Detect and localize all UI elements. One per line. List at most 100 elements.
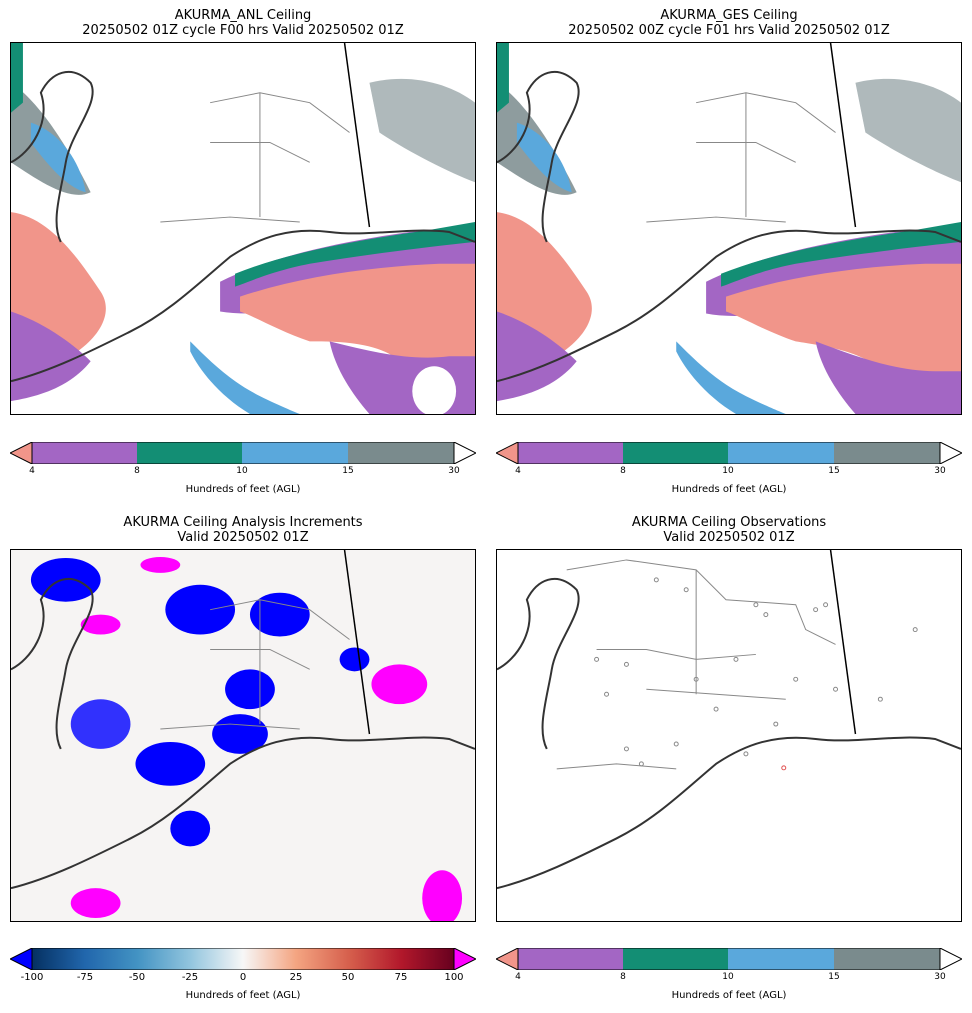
border-ak-canada: [343, 550, 371, 735]
colorbar-tick: 10: [236, 466, 248, 476]
border-ak-canada: [343, 43, 371, 228]
panel-title-ges: AKURMA_GES Ceiling 20250502 00Z cycle F0…: [496, 8, 962, 38]
ceiling-area-teal-gulf: [721, 222, 961, 287]
borough-lines: [646, 92, 836, 223]
colorbar-extend-over: [939, 948, 962, 970]
observation-stations: [594, 577, 918, 767]
ceiling-area-blue-coast: [190, 341, 300, 414]
ceiling-area-gray-top: [855, 78, 961, 183]
colorbar-observations: 4 8 10 15 30 Hundreds of feet (AGL): [496, 948, 962, 1008]
ceiling-area-teal-edge: [11, 43, 23, 113]
colorbar-tick: -50: [128, 972, 146, 983]
border-ak-canada: [829, 550, 857, 735]
colorbar-ges: 4 8 10 15 30 Hundreds of feet (AGL): [496, 442, 962, 502]
colorbar-tick: 25: [289, 972, 303, 983]
colorbar-tick: 8: [620, 972, 626, 982]
increment-patch-pos: [70, 888, 121, 919]
coastline-south: [497, 736, 961, 890]
increment-patch-neg: [170, 810, 211, 847]
colorbar-segment: [348, 442, 454, 464]
colorbar-segment: [623, 948, 728, 970]
panel-title-ges-line1: AKURMA_GES Ceiling: [660, 8, 798, 23]
colorbar-tick: 15: [342, 466, 354, 476]
ceiling-area-salmon-gulf: [240, 263, 475, 387]
colorbar-extend-over: [453, 948, 476, 970]
panel-title-inc: AKURMA Ceiling Analysis Increments Valid…: [10, 515, 476, 545]
increment-patch-neg: [249, 592, 310, 637]
observation-station-low: [781, 765, 787, 771]
colorbar-tick: 4: [29, 466, 35, 476]
increment-patch-pos: [80, 614, 121, 635]
coastline-west: [11, 71, 94, 243]
colorbar-tick: 30: [934, 972, 946, 982]
colorbar-tick: 100: [444, 972, 464, 983]
colorbar-segment: [834, 948, 940, 970]
ceiling-area-salmon-gulf: [726, 263, 961, 403]
coastline-west: [497, 71, 580, 243]
border-ak-canada: [829, 43, 857, 228]
colorbar-extend-over: [939, 442, 962, 464]
increment-patch-neg: [135, 741, 206, 786]
map-observations: [496, 549, 962, 922]
panel-title-anl-line1: AKURMA_ANL Ceiling: [174, 8, 312, 23]
colorbar-segment: [728, 948, 834, 970]
colorbar-segment: [728, 442, 834, 464]
ceiling-area-teal-gulf: [235, 222, 475, 287]
map-increments: [10, 549, 476, 922]
colorbar-segment: [834, 442, 940, 464]
colorbar-segment: [518, 948, 623, 970]
colorbar-segment: [518, 442, 623, 464]
colorbar-label: Hundreds of feet (AGL): [671, 990, 787, 1001]
colorbar-tick: 4: [515, 466, 521, 476]
colorbar-tick: 4: [515, 972, 521, 982]
increment-patch-neg: [165, 584, 236, 635]
colorbar-label: Hundreds of feet (AGL): [185, 484, 301, 495]
increment-patch-neg: [225, 669, 275, 710]
colorbar-tick: 8: [620, 466, 626, 476]
panel-title-obs: AKURMA Ceiling Observations Valid 202505…: [496, 515, 962, 545]
clear-sky-patch: [412, 366, 457, 414]
map-anl: [10, 42, 476, 415]
panel-title-anl-line2: 20250502 01Z cycle F00 hrs Valid 2025050…: [82, 23, 404, 38]
increment-patch-pos: [140, 556, 181, 573]
panel-title-obs-line1: AKURMA Ceiling Observations: [631, 515, 827, 530]
colorbar-gradient: [31, 948, 455, 970]
colorbar-tick: -75: [76, 972, 94, 983]
colorbar-extend-under: [496, 948, 519, 970]
ceiling-area-purple-south: [815, 341, 961, 414]
increment-patch-pos: [371, 664, 428, 705]
ceiling-area-teal-edge: [497, 43, 509, 113]
colorbar-extend-under: [10, 442, 33, 464]
panel-title-inc-line1: AKURMA Ceiling Analysis Increments: [123, 515, 363, 530]
colorbar-tick: 30: [934, 466, 946, 476]
panel-title-anl: AKURMA_ANL Ceiling 20250502 01Z cycle F0…: [10, 8, 476, 38]
ceiling-area-blue-north: [516, 122, 572, 193]
colorbar-tick: 15: [828, 972, 840, 982]
colorbar-tick: -100: [20, 972, 44, 983]
panel-title-ges-line2: 20250502 00Z cycle F01 hrs Valid 2025050…: [568, 23, 890, 38]
coastline-south: [11, 229, 475, 383]
colorbar-tick: 15: [828, 466, 840, 476]
colorbar-segment: [137, 442, 242, 464]
coastline-south: [497, 229, 961, 383]
colorbar-extend-under: [10, 948, 33, 970]
colorbar-anl: 4 8 10 15 30 Hundreds of feet (AGL): [10, 442, 476, 502]
ceiling-area-purple-west: [11, 311, 91, 402]
ceiling-area-blue-coast: [676, 341, 786, 414]
borough-lines: [160, 599, 350, 730]
colorbar-increments: -100 -75 -50 -25 0 25 50 75 100 Hundreds…: [10, 948, 476, 1008]
colorbar-tick: 8: [134, 466, 140, 476]
colorbar-tick: 10: [722, 466, 734, 476]
colorbar-tick: 50: [341, 972, 355, 983]
map-ges: [496, 42, 962, 415]
panel-title-inc-line2: Valid 20250502 01Z: [177, 530, 309, 545]
coastline-west: [497, 578, 580, 750]
colorbar-extend-under: [496, 442, 519, 464]
ceiling-area-purple-west: [497, 311, 577, 402]
borough-lines: [556, 559, 836, 770]
increment-patch-neg: [70, 699, 131, 749]
colorbar-tick: 0: [239, 972, 247, 983]
increment-patch-neg: [339, 647, 370, 672]
colorbar-label: Hundreds of feet (AGL): [671, 484, 787, 495]
colorbar-tick: 75: [394, 972, 408, 983]
